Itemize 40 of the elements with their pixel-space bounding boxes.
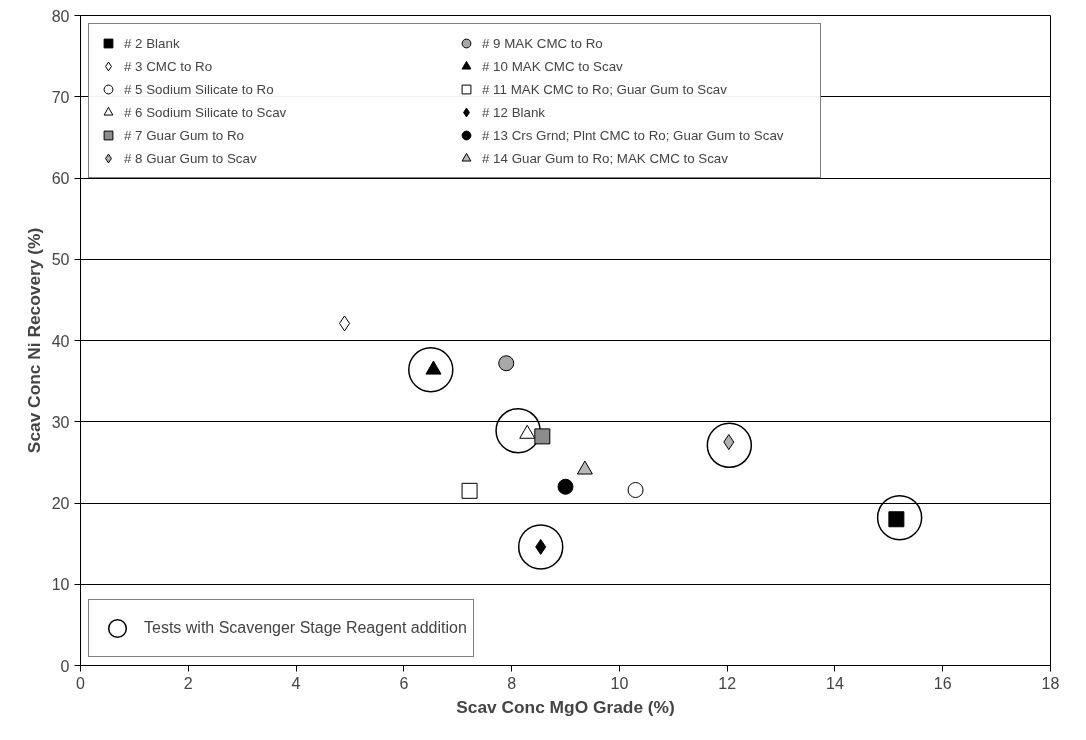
legend-label: # 8 Guar Gum to Scav xyxy=(124,150,258,166)
point xyxy=(339,315,351,332)
y-tick-label: 30 xyxy=(51,413,70,431)
x-tick-label: 4 xyxy=(291,674,301,692)
legend-label: # 13 Crs Grnd; Plnt CMC to Ro; Guar Gum to Scav xyxy=(482,127,785,143)
x-tick-label: 0 xyxy=(76,674,86,692)
y-tick-label: 40 xyxy=(51,332,70,350)
point xyxy=(534,428,551,445)
legend-label: Tests with Scavenger Stage Reagent addition xyxy=(144,619,467,637)
legend-label: # 12 Blank xyxy=(482,104,546,120)
point xyxy=(461,482,478,499)
x-tick-label: 2 xyxy=(183,674,193,692)
y-tick-label: 50 xyxy=(51,251,70,269)
y-axis-title: Scav Conc Ni Recovery (%) xyxy=(23,227,44,454)
legend-label: # 9 MAK CMC to Ro xyxy=(482,35,604,51)
legend-label: # 11 MAK CMC to Ro; Guar Gum to Scav xyxy=(482,81,728,97)
point xyxy=(498,355,515,372)
x-tick-label: 14 xyxy=(826,674,844,692)
y-tick-label: 0 xyxy=(60,657,70,675)
x-tick-label: 18 xyxy=(1041,674,1060,692)
point xyxy=(627,482,644,498)
x-tick-label: 8 xyxy=(507,674,517,692)
legend-label: # 6 Sodium Silicate to Scav xyxy=(124,104,288,120)
x-tick-label: 16 xyxy=(933,674,952,692)
y-tick-label: 80 xyxy=(51,7,70,25)
legend-label: # 5 Sodium Silicate to Ro xyxy=(124,81,275,97)
legend-label: # 2 Blank xyxy=(124,35,181,51)
point xyxy=(557,478,574,495)
y-tick-label: 10 xyxy=(51,576,70,594)
x-tick-label: 10 xyxy=(610,674,629,692)
x-tick-label: 12 xyxy=(718,674,737,692)
x-tick-label: 6 xyxy=(399,674,409,692)
y-tick-label: 20 xyxy=(51,495,70,512)
y-tick-label: 70 xyxy=(51,88,70,106)
legend-label: # 3 CMC to Ro xyxy=(124,58,214,74)
x-axis-title: Scav Conc MgO Grade (%) xyxy=(456,696,675,717)
legend-label: # 14 Guar Gum to Ro; MAK CMC to Scav xyxy=(482,150,729,166)
legend-label: # 10 MAK CMC to Scav xyxy=(482,58,624,74)
y-tick-label: 60 xyxy=(51,170,70,187)
legend-label: # 7 Guar Gum to Ro xyxy=(124,127,245,143)
